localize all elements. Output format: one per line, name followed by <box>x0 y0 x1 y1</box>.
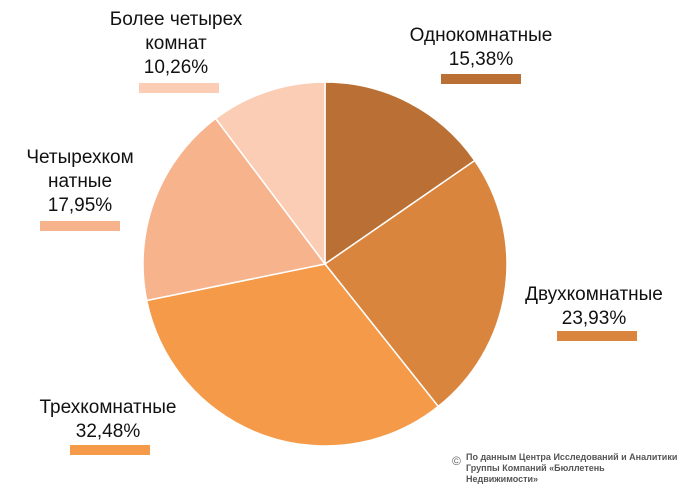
pie-slice-1 <box>324 81 476 266</box>
slice-label-name: Трехкомнатные <box>39 397 177 418</box>
slice-label-name: комнат <box>145 33 207 54</box>
slice-label: Однокомнатные 15,38% <box>410 24 553 72</box>
legend-swatch <box>441 74 521 84</box>
slice-label-value: 17,95% <box>47 195 113 216</box>
legend-swatch <box>40 221 120 231</box>
slice-label: Более четырех комнат 10,26% <box>110 8 243 80</box>
slice-label-name: Однокомнатные <box>409 25 553 46</box>
slice-label-name: Двухкомнатные <box>525 284 663 305</box>
pie-slice-3 <box>145 263 440 447</box>
slice-label: Двухкомнатные 23,93% <box>525 283 663 331</box>
slice-label-name: натные <box>47 171 113 192</box>
slice-label-value: 32,48% <box>75 421 141 442</box>
legend-swatch <box>70 445 150 455</box>
legend-swatch <box>557 331 637 341</box>
slice-label-value: 23,93% <box>561 308 627 329</box>
copyright-icon: © <box>452 454 461 468</box>
legend-swatch <box>139 83 219 93</box>
pie-slice-4 <box>142 117 327 302</box>
pie-slice-2 <box>323 159 508 408</box>
slice-label-value: 15,38% <box>448 49 514 70</box>
slice-label: Трехкомнатные 32,48% <box>40 396 177 444</box>
slice-label-value: 10,26% <box>143 57 209 78</box>
source-note: По данным Центра Исследований и Аналитик… <box>466 452 679 485</box>
source-line-2: Группы Компаний «Бюллетень Недвижимости» <box>466 463 605 484</box>
pie-slice-5 <box>214 81 326 267</box>
slice-label-name: Более четырех <box>109 9 243 30</box>
slice-label-name: Четырехком <box>26 147 134 168</box>
source-line-1: По данным Центра Исследований и Аналитик… <box>466 452 678 462</box>
slice-label: Четырехком натные 17,95% <box>26 146 133 218</box>
